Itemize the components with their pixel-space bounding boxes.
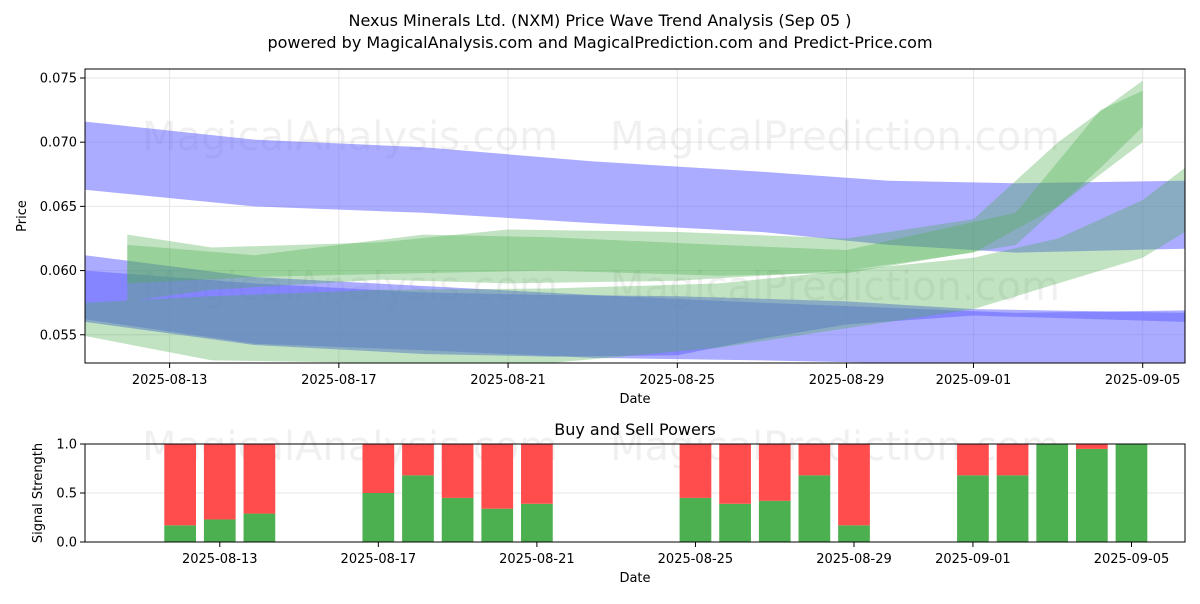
buy-bar bbox=[203, 519, 236, 542]
buy-bar bbox=[798, 475, 831, 542]
buy-bar bbox=[441, 497, 474, 542]
sell-bar bbox=[758, 444, 791, 501]
bottom-y-axis-label: Signal Strength bbox=[31, 443, 46, 543]
sell-bar bbox=[679, 444, 712, 498]
sell-bar bbox=[838, 444, 870, 526]
wave-band-green-3 bbox=[85, 167, 1185, 363]
sell-bar bbox=[362, 444, 395, 493]
sell-bar bbox=[243, 444, 276, 514]
top-x-tick-label: 2025-09-01 bbox=[936, 373, 1012, 388]
top-y-tick-label: 0.065 bbox=[40, 200, 77, 215]
buy-bar bbox=[838, 525, 870, 542]
sell-bar bbox=[1075, 444, 1108, 449]
buy-sell-bars bbox=[164, 444, 1148, 542]
buy-bar bbox=[243, 513, 276, 542]
bottom-x-tick-label: 2025-08-21 bbox=[499, 552, 575, 567]
bottom-y-tick-label: 1.0 bbox=[56, 438, 77, 453]
bottom-x-tick-label: 2025-08-29 bbox=[816, 552, 892, 567]
buy-bar bbox=[402, 475, 434, 542]
buy-bar bbox=[719, 503, 751, 542]
top-axes-frame bbox=[84, 68, 1186, 364]
bottom-y-tick-label: 0.0 bbox=[56, 536, 77, 551]
bottom-x-tick-label: 2025-09-05 bbox=[1094, 552, 1170, 567]
buy-bar bbox=[1036, 444, 1069, 542]
sell-bar bbox=[996, 444, 1029, 476]
price-wave-panel: MagicalAnalysis.com MagicalPrediction.com… bbox=[15, 68, 1186, 407]
sell-bar bbox=[481, 444, 514, 509]
top-x-tick-label: 2025-08-21 bbox=[470, 373, 546, 388]
chart-title: Nexus Minerals Ltd. (NXM) Price Wave Tre… bbox=[348, 11, 851, 30]
bottom-x-tick-label: 2025-08-13 bbox=[182, 552, 258, 567]
top-x-tick-label: 2025-08-29 bbox=[809, 373, 885, 388]
top-x-axis-label: Date bbox=[619, 392, 650, 407]
chart-subtitle: powered by MagicalAnalysis.com and Magic… bbox=[267, 33, 932, 52]
top-x-tick-label: 2025-08-17 bbox=[301, 373, 377, 388]
sell-bar bbox=[203, 444, 236, 520]
buy-bar bbox=[1075, 448, 1108, 542]
wave-band-blue-2 bbox=[85, 270, 1185, 357]
buy-bar bbox=[481, 508, 514, 542]
wave-band-green-4 bbox=[127, 80, 1143, 302]
sell-bar bbox=[164, 444, 196, 526]
buy-bar bbox=[1115, 444, 1148, 542]
wave-bands bbox=[85, 80, 1185, 363]
sell-bar bbox=[521, 444, 553, 504]
top-x-tick-label: 2025-09-05 bbox=[1105, 373, 1181, 388]
top-x-tick-label: 2025-08-13 bbox=[132, 373, 208, 388]
bottom-x-tick-label: 2025-09-01 bbox=[935, 552, 1011, 567]
top-y-tick-label: 0.075 bbox=[40, 71, 77, 86]
bottom-y-tick-label: 0.5 bbox=[56, 487, 77, 502]
top-y-axis-label: Price bbox=[15, 200, 30, 232]
sell-bar bbox=[798, 444, 831, 476]
bottom-x-tick-label: 2025-08-25 bbox=[658, 552, 734, 567]
wave-band-blue-0 bbox=[85, 121, 1185, 253]
bottom-x-tick-label: 2025-08-17 bbox=[341, 552, 417, 567]
top-y-tick-label: 0.060 bbox=[40, 264, 77, 279]
top-x-tick-label: 2025-08-25 bbox=[640, 373, 716, 388]
watermark-text: MagicalPrediction.com bbox=[610, 114, 1060, 160]
buy-bar bbox=[679, 497, 712, 542]
buy-bar bbox=[758, 500, 791, 542]
sell-bar bbox=[441, 444, 474, 498]
wave-band-green-5 bbox=[127, 90, 1143, 284]
buy-bar bbox=[996, 475, 1029, 542]
sell-bar bbox=[402, 444, 434, 476]
buy-bar bbox=[957, 475, 989, 542]
buy-bar bbox=[362, 493, 395, 542]
top-y-tick-label: 0.055 bbox=[40, 328, 77, 343]
top-y-tick-label: 0.070 bbox=[40, 136, 77, 151]
sell-bar bbox=[957, 444, 989, 476]
buy-bar bbox=[164, 525, 196, 542]
sell-bar bbox=[719, 444, 751, 504]
bottom-chart-title: Buy and Sell Powers bbox=[554, 420, 716, 439]
buy-bar bbox=[521, 503, 553, 542]
bottom-x-axis-label: Date bbox=[619, 571, 650, 586]
buy-sell-panel: MagicalAnalysis.com MagicalPrediction.com… bbox=[31, 424, 1186, 586]
